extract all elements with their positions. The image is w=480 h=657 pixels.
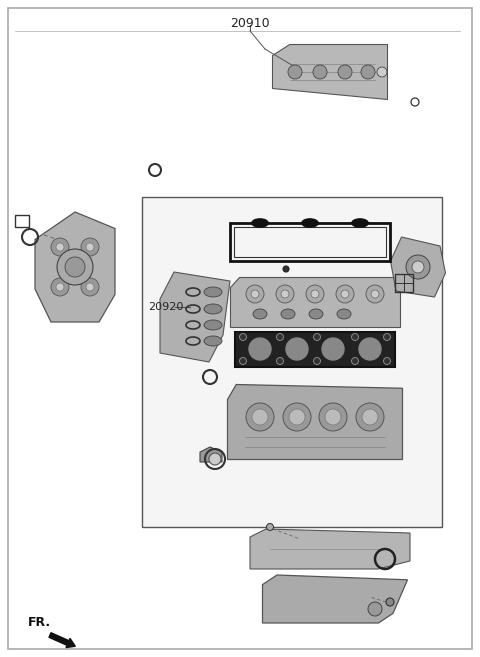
Circle shape <box>351 334 359 340</box>
Ellipse shape <box>281 309 295 319</box>
Circle shape <box>336 285 354 303</box>
Circle shape <box>281 290 289 298</box>
Polygon shape <box>228 384 403 459</box>
Circle shape <box>209 453 221 465</box>
Circle shape <box>289 409 305 425</box>
Circle shape <box>81 238 99 256</box>
Circle shape <box>251 290 259 298</box>
Circle shape <box>51 278 69 296</box>
Polygon shape <box>35 212 115 322</box>
Circle shape <box>57 249 93 285</box>
Text: FR.: FR. <box>28 616 51 629</box>
Circle shape <box>81 278 99 296</box>
Bar <box>230 223 390 261</box>
Circle shape <box>56 243 64 251</box>
Bar <box>235 332 395 367</box>
Circle shape <box>313 65 327 79</box>
Text: 20920: 20920 <box>148 302 183 312</box>
Circle shape <box>249 338 271 360</box>
Circle shape <box>288 65 302 79</box>
Circle shape <box>56 283 64 291</box>
Circle shape <box>384 334 391 340</box>
Bar <box>142 197 442 527</box>
Circle shape <box>341 290 349 298</box>
Circle shape <box>283 266 289 272</box>
Circle shape <box>359 338 381 360</box>
Polygon shape <box>273 45 387 99</box>
Ellipse shape <box>352 219 368 227</box>
Circle shape <box>306 285 324 303</box>
FancyArrow shape <box>49 633 75 648</box>
Circle shape <box>319 403 347 431</box>
Circle shape <box>412 261 424 273</box>
Circle shape <box>368 602 382 616</box>
Ellipse shape <box>204 304 222 314</box>
Circle shape <box>377 67 387 77</box>
Circle shape <box>371 290 379 298</box>
Circle shape <box>386 598 394 606</box>
Ellipse shape <box>337 309 351 319</box>
Circle shape <box>338 65 352 79</box>
Circle shape <box>356 403 384 431</box>
Ellipse shape <box>302 219 318 227</box>
Circle shape <box>411 98 419 106</box>
Circle shape <box>286 338 308 360</box>
Circle shape <box>313 357 321 365</box>
Circle shape <box>325 409 341 425</box>
Circle shape <box>311 290 319 298</box>
Circle shape <box>406 255 430 279</box>
Polygon shape <box>391 237 445 297</box>
Ellipse shape <box>204 336 222 346</box>
Polygon shape <box>160 272 230 362</box>
Circle shape <box>276 357 284 365</box>
Ellipse shape <box>204 287 222 297</box>
Bar <box>395 274 413 292</box>
Circle shape <box>384 357 391 365</box>
Circle shape <box>361 65 375 79</box>
Polygon shape <box>200 447 222 462</box>
Bar <box>15 215 29 227</box>
Circle shape <box>252 409 268 425</box>
Circle shape <box>322 338 344 360</box>
Circle shape <box>246 285 264 303</box>
Text: 20910: 20910 <box>230 17 270 30</box>
Ellipse shape <box>253 309 267 319</box>
Polygon shape <box>230 277 400 327</box>
Circle shape <box>276 285 294 303</box>
Ellipse shape <box>252 219 268 227</box>
Circle shape <box>51 238 69 256</box>
Circle shape <box>276 334 284 340</box>
Ellipse shape <box>309 309 323 319</box>
Circle shape <box>366 285 384 303</box>
Circle shape <box>362 409 378 425</box>
Circle shape <box>65 257 85 277</box>
Ellipse shape <box>204 320 222 330</box>
Polygon shape <box>263 575 408 623</box>
Circle shape <box>240 334 247 340</box>
Circle shape <box>86 283 94 291</box>
Bar <box>234 227 386 257</box>
Circle shape <box>240 357 247 365</box>
Circle shape <box>351 357 359 365</box>
Circle shape <box>246 403 274 431</box>
Circle shape <box>313 334 321 340</box>
Circle shape <box>86 243 94 251</box>
Circle shape <box>283 403 311 431</box>
Circle shape <box>266 524 274 530</box>
Polygon shape <box>250 529 410 569</box>
